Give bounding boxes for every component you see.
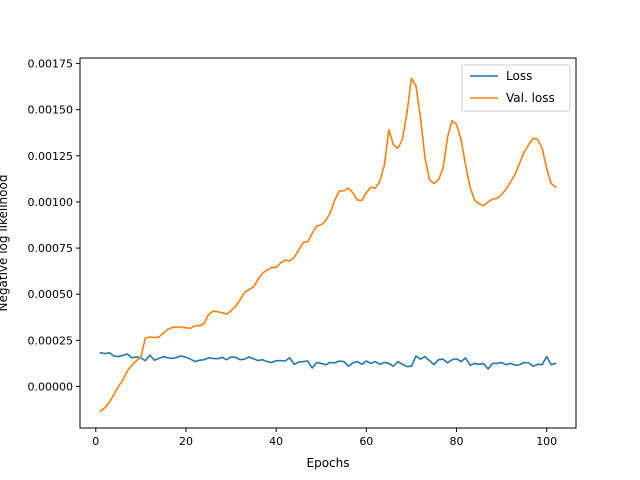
y-tick-label: 0.00150 xyxy=(28,104,74,117)
x-tick-label: 80 xyxy=(450,435,464,448)
x-axis-label: Epochs xyxy=(307,456,350,470)
x-tick-label: 100 xyxy=(536,435,557,448)
series-layer xyxy=(99,77,557,413)
y-tick-label: 0.00075 xyxy=(28,242,74,255)
y-tick-label: 0.00000 xyxy=(28,380,74,393)
y-tick-label: 0.00025 xyxy=(28,334,74,347)
y-tick-label: 0.00050 xyxy=(28,288,74,301)
y-axis-label: Negative log likelihood xyxy=(0,175,10,312)
y-tick-label: 0.00175 xyxy=(28,58,74,71)
x-axis: 0 20 40 60 80 100 xyxy=(92,428,557,448)
y-tick-label: 0.00125 xyxy=(28,150,74,163)
legend: Loss Val. loss xyxy=(461,64,571,112)
series-line-loss xyxy=(99,351,557,370)
x-tick-label: 20 xyxy=(179,435,193,448)
y-axis: 0.00000 0.00025 0.00050 0.00075 0.00100 0.001… xyxy=(28,58,80,393)
x-tick-label: 0 xyxy=(92,435,99,448)
series-line-val-loss xyxy=(99,77,557,413)
legend-entry-label: Loss xyxy=(506,69,532,83)
y-tick-label: 0.00100 xyxy=(28,196,74,209)
plot-frame xyxy=(79,57,577,429)
legend-entry-label: Val. loss xyxy=(506,91,555,105)
x-tick-label: 60 xyxy=(359,435,373,448)
x-tick-label: 40 xyxy=(269,435,283,448)
